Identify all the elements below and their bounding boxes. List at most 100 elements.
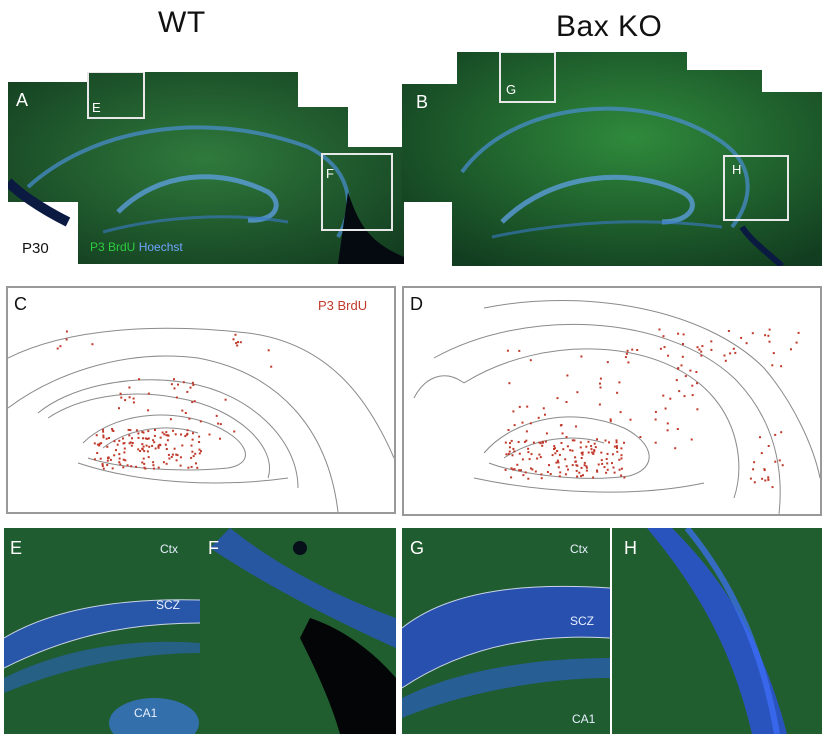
brdu-cell-mark — [585, 466, 588, 469]
brdu-cell-mark — [592, 476, 595, 479]
region-ca1-e: CA1 — [134, 706, 158, 720]
brdu-cell-mark — [507, 453, 510, 455]
brdu-cell-mark — [232, 338, 235, 341]
brdu-cell-mark — [184, 412, 187, 414]
brdu-cell-mark — [581, 453, 584, 456]
brdu-cell-mark — [585, 465, 588, 468]
brdu-cell-mark — [587, 451, 590, 454]
brdu-cell-mark — [575, 469, 578, 472]
brdu-cell-mark — [608, 441, 610, 444]
brdu-cell-mark — [554, 452, 557, 455]
brdu-cell-mark — [529, 467, 532, 470]
brdu-cell-mark — [627, 361, 630, 364]
brdu-cell-mark — [123, 451, 126, 454]
region-ca1-g: CA1 — [572, 712, 596, 726]
brdu-cell-mark — [224, 398, 227, 401]
brdu-cell-mark — [771, 364, 774, 367]
brdu-cell-mark — [612, 466, 615, 469]
brdu-cell-mark — [510, 467, 513, 470]
brdu-cell-mark — [540, 473, 543, 476]
panel-g-closeup: G Ctx SCZ CA1 — [402, 528, 610, 734]
brdu-cell-mark — [181, 444, 184, 447]
brdu-cell-mark — [147, 437, 150, 440]
brdu-cell-mark — [549, 473, 552, 475]
brdu-cell-mark — [759, 436, 761, 439]
brdu-cell-mark — [546, 471, 549, 473]
brdu-cell-mark — [56, 347, 59, 350]
brdu-cell-mark — [564, 473, 567, 476]
brdu-cell-mark — [591, 451, 594, 454]
brdu-cell-mark — [556, 397, 559, 400]
brdu-cell-mark — [658, 328, 661, 331]
brdu-cell-mark — [763, 469, 766, 472]
brdu-cell-mark — [677, 367, 680, 370]
brdu-cell-mark — [148, 445, 151, 448]
brdu-cell-mark — [191, 401, 194, 404]
panel-h-closeup: H — [612, 528, 822, 734]
brdu-cell-mark — [593, 449, 596, 452]
brdu-cell-mark — [161, 431, 164, 434]
brdu-cell-mark — [527, 447, 530, 450]
brdu-cell-mark — [111, 467, 114, 470]
panel-a-image — [8, 72, 404, 264]
brdu-cell-mark — [582, 474, 584, 477]
brdu-cell-mark — [107, 456, 110, 459]
brdu-cell-mark — [659, 347, 662, 350]
brdu-cell-mark — [137, 432, 140, 435]
brdu-cell-mark — [101, 465, 104, 467]
brdu-cell-mark — [159, 436, 162, 439]
brdu-cell-mark — [531, 468, 534, 471]
brdu-cell-mark — [129, 441, 132, 444]
brdu-cell-mark — [147, 430, 150, 433]
brdu-cell-mark — [606, 361, 609, 364]
brdu-cell-mark — [760, 452, 763, 455]
brdu-cell-mark — [751, 332, 754, 335]
brdu-cell-mark — [153, 467, 155, 470]
brdu-cell-mark — [691, 384, 694, 387]
brdu-cell-mark — [565, 401, 568, 403]
brdu-cell-mark — [165, 448, 168, 450]
brdu-cell-mark — [529, 359, 532, 362]
brdu-cell-mark — [131, 442, 134, 444]
brdu-cell-mark — [106, 459, 109, 462]
brdu-cell-mark — [583, 464, 586, 467]
brdu-cell-mark — [215, 414, 218, 417]
brdu-cell-mark — [91, 343, 94, 346]
brdu-cell-mark — [523, 440, 526, 443]
brdu-cell-mark — [174, 433, 177, 436]
brdu-cell-mark — [626, 349, 629, 352]
brdu-cell-mark — [171, 453, 174, 456]
brdu-cell-mark — [109, 458, 112, 461]
brdu-cell-mark — [164, 443, 167, 446]
brdu-cell-mark — [620, 467, 623, 470]
brdu-cell-mark — [580, 452, 583, 454]
brdu-cell-mark — [682, 333, 685, 336]
brdu-cell-mark — [559, 471, 562, 474]
brdu-cell-mark — [173, 378, 175, 381]
brdu-cell-mark — [127, 428, 130, 431]
brdu-cell-mark — [175, 459, 178, 462]
brdu-cell-mark — [123, 442, 126, 445]
brdu-cell-mark — [116, 443, 119, 446]
brdu-cell-mark — [576, 391, 579, 394]
panel-c-trace: C P3 BrdU — [6, 286, 396, 514]
brdu-cell-mark — [768, 340, 771, 343]
brdu-cell-mark — [753, 481, 756, 484]
panel-b-label: B — [416, 92, 429, 112]
brdu-cell-mark — [132, 397, 135, 400]
brdu-cell-mark — [767, 334, 770, 337]
brdu-cell-mark — [512, 468, 514, 471]
brdu-cell-mark — [516, 463, 519, 466]
brdu-cell-mark — [166, 439, 169, 442]
brdu-cell-mark — [587, 440, 590, 443]
brdu-cell-mark — [147, 392, 150, 395]
brdu-cell-mark — [522, 474, 525, 477]
brdu-cell-mark — [781, 464, 784, 467]
brdu-cell-mark — [606, 462, 609, 465]
panel-a-label: A — [16, 90, 29, 110]
panel-g-label: G — [410, 538, 425, 558]
brdu-cell-mark — [152, 439, 155, 442]
brdu-cell-mark — [557, 461, 560, 464]
brdu-cell-mark — [95, 434, 98, 437]
brdu-cell-mark — [740, 336, 743, 339]
